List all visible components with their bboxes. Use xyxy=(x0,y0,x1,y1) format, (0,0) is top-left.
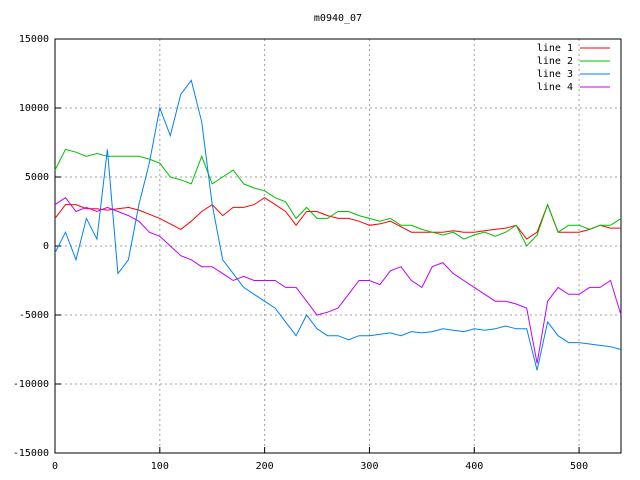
x-tick-label: 100 xyxy=(151,461,169,472)
y-tick-label: 15000 xyxy=(19,34,49,45)
y-tick-label: 10000 xyxy=(19,103,49,114)
y-tick-label: 0 xyxy=(43,241,49,252)
y-tick-label: -5000 xyxy=(19,310,49,321)
series-line xyxy=(54,148,622,247)
x-tick-label: 200 xyxy=(256,461,274,472)
y-tick-label: -15000 xyxy=(13,448,49,459)
plot-frame xyxy=(54,38,622,454)
legend-label: line 2 xyxy=(537,56,573,67)
y-tick-label: -10000 xyxy=(13,379,49,390)
x-tick-label: 400 xyxy=(465,461,483,472)
x-tick-label: 0 xyxy=(52,461,58,472)
series-line xyxy=(54,197,622,364)
y-tick-label: 5000 xyxy=(25,172,49,183)
legend-label: line 3 xyxy=(537,69,573,80)
legend-label: line 4 xyxy=(537,82,573,93)
x-tick-label: 300 xyxy=(360,461,378,472)
x-tick-label: 500 xyxy=(570,461,588,472)
series-line xyxy=(54,197,621,240)
series-line xyxy=(54,79,622,371)
legend-label: line 1 xyxy=(537,43,573,54)
chart-title: m0940_07 xyxy=(314,13,362,24)
